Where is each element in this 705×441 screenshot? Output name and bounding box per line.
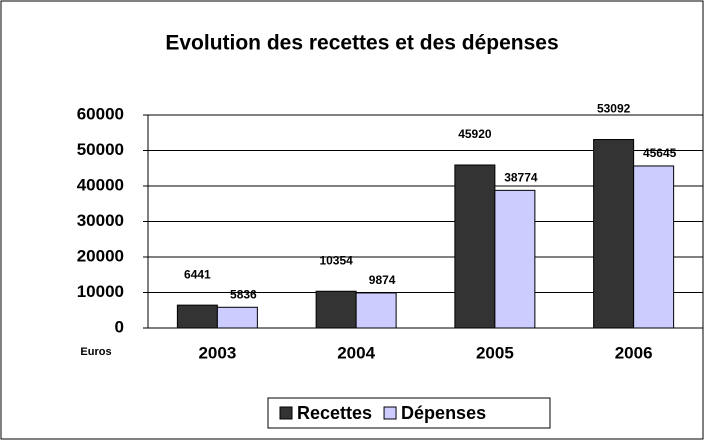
- bar: [315, 290, 357, 329]
- y-tick-label: 20000: [77, 246, 124, 265]
- y-tick-label: 0: [115, 317, 124, 336]
- bar: [633, 165, 675, 329]
- y-axis-label: Euros: [80, 346, 111, 358]
- data-label: 10354: [319, 253, 353, 267]
- x-tick-label: 2006: [615, 343, 653, 362]
- x-tick-label: 2004: [337, 343, 375, 362]
- bar: [176, 304, 218, 329]
- y-tick-label: 50000: [77, 140, 124, 159]
- x-tick-label: 2003: [198, 343, 236, 362]
- bar: [355, 292, 397, 329]
- y-tick-label: 10000: [77, 282, 124, 301]
- bar: [494, 189, 536, 329]
- y-tick-label: 40000: [77, 175, 124, 194]
- data-label: 38774: [504, 171, 538, 185]
- bar: [454, 164, 496, 329]
- legend-label: Recettes: [297, 403, 372, 423]
- legend-swatch: [279, 406, 293, 420]
- y-tick-label: 30000: [77, 211, 124, 230]
- data-label: 6441: [184, 267, 211, 281]
- x-tick-label: 2005: [476, 343, 514, 362]
- bar: [593, 139, 635, 329]
- chart-title: Evolution des recettes et des dépenses: [165, 32, 558, 55]
- bar: [216, 306, 258, 329]
- y-tick-label: 60000: [77, 104, 124, 123]
- data-label: 53092: [597, 102, 631, 116]
- legend-box: [267, 397, 551, 429]
- data-label: 45645: [643, 146, 677, 160]
- legend-label: Dépenses: [401, 403, 486, 423]
- data-label: 9874: [369, 273, 396, 287]
- data-label: 45920: [458, 127, 492, 141]
- data-label: 5836: [230, 287, 257, 301]
- legend-swatch: [383, 406, 397, 420]
